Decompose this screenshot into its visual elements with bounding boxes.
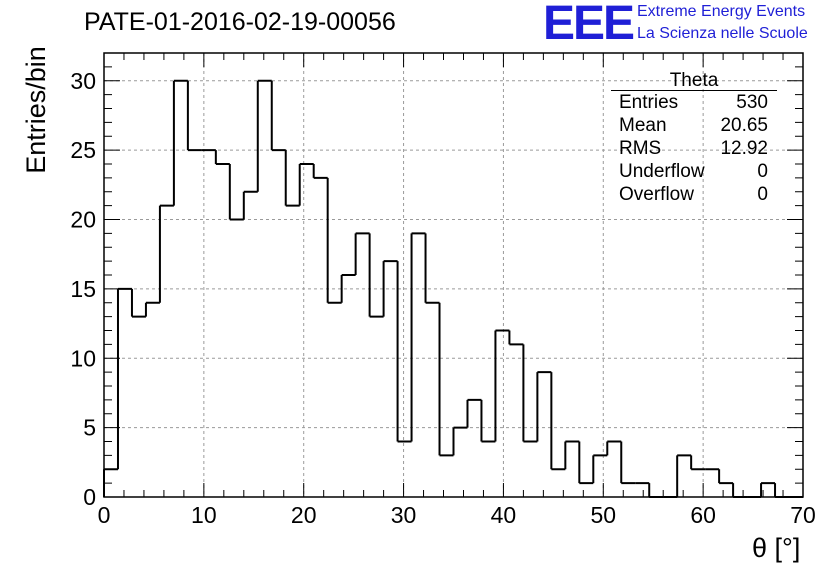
histogram-bin — [354, 232, 370, 275]
histogram-bin — [438, 302, 454, 457]
histogram-bin — [284, 150, 300, 207]
histogram-bin — [760, 482, 776, 497]
histogram-bin — [606, 440, 622, 456]
stats-row-rms: RMS 12.92 — [611, 137, 777, 160]
stats-title: Theta — [611, 71, 777, 91]
x-tick-label: 60 — [690, 502, 716, 528]
stats-label: Underflow — [619, 161, 705, 182]
histogram-bin — [410, 232, 426, 442]
histogram-bin — [536, 371, 552, 442]
histogram-bin — [648, 483, 664, 498]
histogram-bin — [424, 233, 440, 304]
histogram-bin — [578, 441, 594, 485]
histogram-bin — [564, 440, 580, 470]
stats-value: 0 — [757, 184, 768, 205]
histogram-bin — [270, 80, 286, 152]
histogram-bin — [116, 287, 132, 470]
histogram-bin — [312, 164, 328, 179]
histogram-bin — [396, 261, 412, 443]
x-tick-label: 40 — [491, 502, 517, 528]
histogram-bin — [466, 398, 482, 428]
histogram-bin — [242, 190, 258, 220]
histogram-bin — [508, 330, 524, 346]
histogram-bin — [494, 329, 510, 442]
stats-row-underflow: Underflow 0 — [611, 160, 777, 183]
histogram-bin — [298, 163, 314, 206]
histogram-bin — [774, 483, 790, 498]
y-tick-label: 10 — [70, 345, 96, 371]
x-tick-label: 20 — [291, 502, 317, 528]
histogram-bin — [256, 79, 272, 192]
stats-value: 0 — [757, 161, 768, 182]
x-tick-label: 30 — [391, 502, 417, 528]
histogram-bin — [676, 454, 692, 497]
y-tick-label: 30 — [70, 68, 96, 94]
y-tick-label: 15 — [70, 276, 96, 302]
y-tick-label: 5 — [83, 415, 96, 441]
histogram-bin — [172, 79, 188, 206]
stats-row-overflow: Overflow 0 — [611, 183, 777, 206]
chart-title: PATE-01-2016-02-19-00056 — [84, 8, 396, 36]
histogram-bin — [368, 233, 384, 318]
logo-line-2: La Scienza nelle Scuole — [637, 25, 808, 42]
histogram-bin — [690, 455, 706, 471]
histogram-bin — [718, 469, 734, 485]
histogram-bin — [480, 399, 496, 443]
x-tick-label: 10 — [191, 502, 217, 528]
histogram-bin — [103, 468, 118, 497]
histogram-bin — [158, 204, 174, 303]
histogram-bin — [186, 80, 202, 152]
histogram-bin — [144, 301, 160, 317]
stats-row-mean: Mean 20.65 — [611, 114, 777, 137]
x-axis-label: θ [°] — [752, 533, 801, 563]
histogram-bin — [620, 441, 636, 485]
histogram-bin — [340, 274, 356, 303]
stats-row-entries: Entries 530 — [611, 91, 777, 114]
y-axis-label: Entries/bin — [21, 46, 51, 174]
x-tick-label: 70 — [790, 502, 816, 528]
histogram-bin — [732, 483, 748, 498]
stats-box: Theta Entries 530 Mean 20.65 RMS 12.92 Unde… — [611, 71, 777, 206]
histogram-bin — [326, 177, 342, 304]
histogram-bin — [452, 426, 468, 456]
stats-label: Entries — [619, 92, 679, 113]
y-tick-label: 25 — [70, 137, 96, 163]
histogram-bin — [228, 164, 244, 221]
eee-logo: EEE — [543, 0, 635, 50]
y-tick-label: 0 — [83, 484, 96, 510]
logo-line-1: Extreme Energy Events — [637, 3, 806, 20]
histogram-bin — [214, 150, 230, 165]
histogram-bin — [550, 372, 566, 471]
histogram-bin — [522, 344, 538, 443]
stats-value: 20.65 — [720, 115, 768, 136]
histogram-bin — [592, 454, 608, 484]
stats-label: Overflow — [619, 184, 694, 205]
x-tick-label: 0 — [98, 502, 111, 528]
y-tick-label: 20 — [70, 207, 96, 233]
histogram-bin — [130, 288, 146, 318]
x-tick-label: 50 — [590, 502, 616, 528]
stats-label: RMS — [619, 138, 662, 159]
stats-value: 12.92 — [720, 138, 768, 159]
histogram-bin — [382, 260, 398, 317]
stats-label: Mean — [619, 115, 667, 136]
stats-value: 530 — [736, 92, 768, 113]
